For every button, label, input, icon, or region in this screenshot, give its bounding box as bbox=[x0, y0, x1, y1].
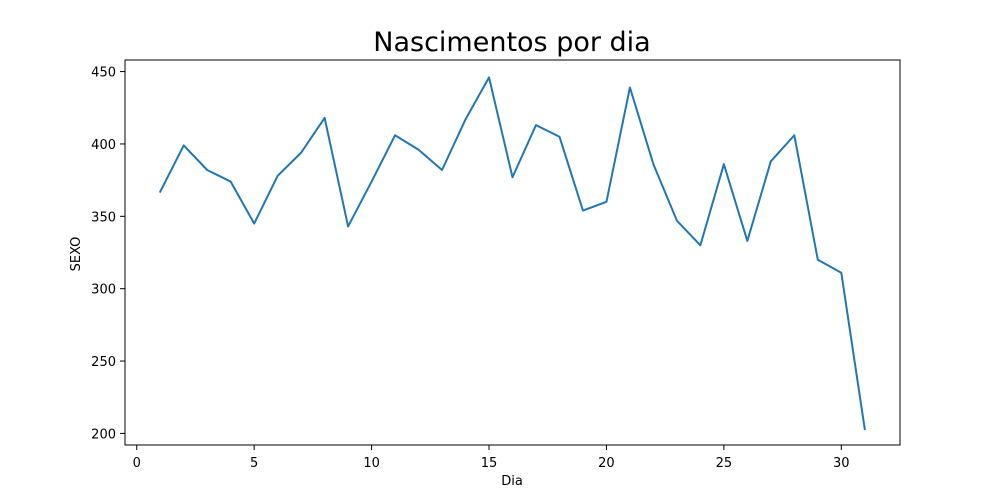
y-axis-label: SEXO bbox=[69, 237, 84, 272]
x-tick-label: 0 bbox=[133, 456, 141, 471]
y-tick-label: 350 bbox=[91, 210, 116, 225]
x-tick-label: 10 bbox=[363, 456, 380, 471]
series-line-0 bbox=[158, 76, 866, 431]
chart-title: Nascimentos por dia bbox=[373, 27, 650, 58]
y-tick-label: 200 bbox=[91, 427, 116, 442]
plot-frame bbox=[124, 59, 901, 446]
x-axis-label: Dia bbox=[501, 474, 523, 489]
y-tick-label: 250 bbox=[91, 355, 116, 370]
x-tick-label: 20 bbox=[598, 456, 615, 471]
axes: 0 5 10 15 20 25 30 200 250 300 350 400 450 bbox=[91, 59, 901, 471]
x-tick-label: 30 bbox=[833, 456, 850, 471]
x-tick-label: 5 bbox=[250, 456, 258, 471]
y-tick-label: 300 bbox=[91, 283, 116, 298]
y-tick-label: 450 bbox=[91, 66, 116, 81]
y-tick-label: 400 bbox=[91, 138, 116, 153]
x-tick-label: 25 bbox=[716, 456, 733, 471]
x-tick-label: 15 bbox=[481, 456, 498, 471]
plot-area bbox=[158, 76, 866, 431]
